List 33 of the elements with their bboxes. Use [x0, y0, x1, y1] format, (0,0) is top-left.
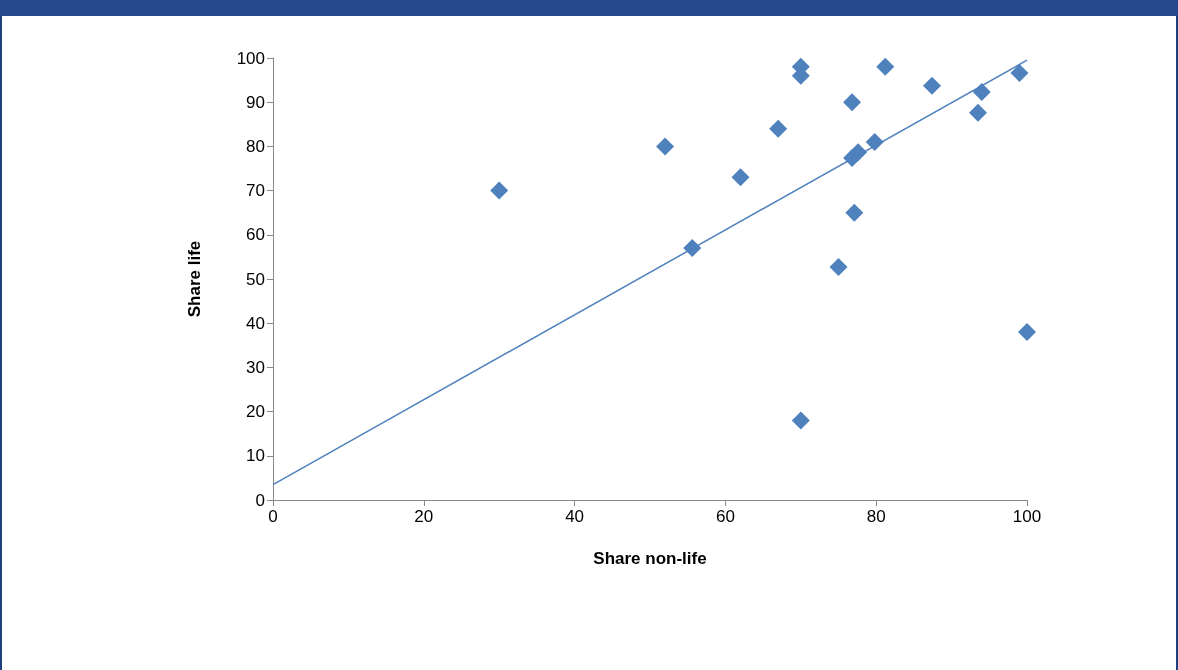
point	[769, 119, 788, 138]
y-tick-label: 30	[246, 357, 265, 377]
point	[731, 168, 750, 187]
y-tick-label: 0	[255, 490, 265, 510]
y-axis-title: Share life	[185, 240, 204, 318]
point	[923, 76, 941, 95]
y-tick-label: 10	[246, 446, 265, 466]
point	[656, 137, 675, 156]
x-tick-label: 0	[268, 507, 278, 526]
y-tick-label: 70	[246, 181, 265, 201]
y-tick-label: 100	[236, 48, 265, 68]
x-tick-label: 100	[1012, 507, 1042, 526]
x-tick-label: 60	[715, 507, 735, 526]
point	[843, 93, 862, 112]
point	[968, 103, 987, 122]
y-tick-label: 90	[246, 92, 265, 112]
x-tick-label: 20	[414, 507, 434, 526]
x-tick-label: 40	[565, 507, 585, 526]
y-tick-label: 20	[246, 402, 265, 422]
point	[876, 57, 895, 76]
point	[829, 258, 848, 277]
point	[972, 83, 991, 102]
point	[490, 181, 509, 200]
point	[1018, 323, 1036, 342]
x-tick-label: 80	[866, 507, 886, 526]
x-axis-title: Share non-life	[593, 549, 707, 568]
y-tick-label: 40	[246, 313, 265, 333]
point	[1010, 64, 1029, 83]
y-tick-label: 60	[246, 225, 265, 245]
y-tick-label: 50	[246, 269, 265, 289]
point	[791, 411, 810, 430]
y-tick-label: 80	[246, 136, 265, 156]
point	[845, 203, 864, 222]
